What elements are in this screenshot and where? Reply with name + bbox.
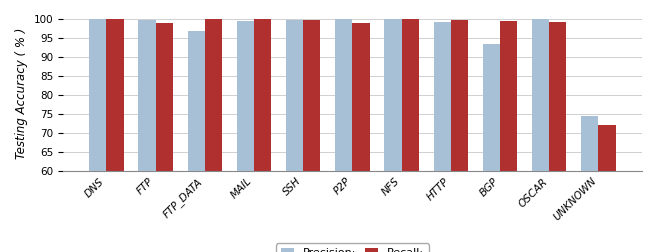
Bar xyxy=(483,44,500,252)
Bar xyxy=(89,19,106,252)
Bar xyxy=(205,19,222,252)
Bar xyxy=(434,22,451,252)
Bar xyxy=(286,20,304,252)
Bar xyxy=(188,31,205,252)
Bar xyxy=(500,21,517,252)
Bar xyxy=(335,19,352,252)
Bar xyxy=(401,19,419,252)
Bar xyxy=(384,19,401,252)
Bar xyxy=(532,19,549,252)
Bar xyxy=(237,21,254,252)
Bar xyxy=(451,20,468,252)
Bar xyxy=(254,19,271,252)
Bar xyxy=(599,125,616,252)
Bar xyxy=(106,19,124,252)
Y-axis label: Testing Accuracy ( % ): Testing Accuracy ( % ) xyxy=(15,27,28,159)
Bar xyxy=(139,20,156,252)
Legend: Precision:, Recall:: Precision:, Recall: xyxy=(276,243,429,252)
Bar xyxy=(304,20,321,252)
Bar xyxy=(549,22,566,252)
Bar xyxy=(352,23,370,252)
Bar xyxy=(156,23,173,252)
Bar xyxy=(581,116,599,252)
